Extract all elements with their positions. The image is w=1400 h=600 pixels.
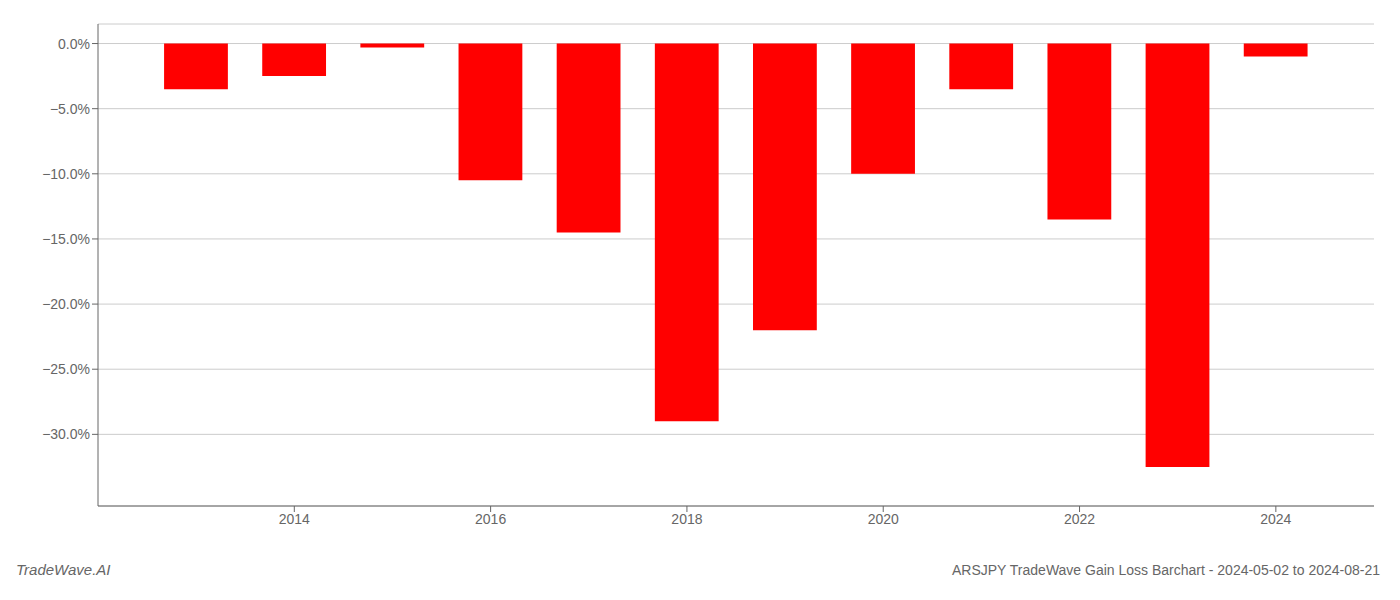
svg-text:−20.0%: −20.0% (42, 296, 90, 312)
svg-text:2024: 2024 (1260, 511, 1291, 527)
svg-text:0.0%: 0.0% (58, 36, 90, 52)
svg-text:2020: 2020 (868, 511, 899, 527)
svg-text:−10.0%: −10.0% (42, 166, 90, 182)
svg-text:−15.0%: −15.0% (42, 231, 90, 247)
svg-text:−5.0%: −5.0% (50, 101, 90, 117)
html-text:TradeWave.AI: TradeWave.AI (16, 561, 111, 578)
svg-text:−25.0%: −25.0% (42, 361, 90, 377)
svg-text:2014: 2014 (279, 511, 310, 527)
html-text:ARSJPY TradeWave Gain Loss Bar: ARSJPY TradeWave Gain Loss Barchart - 20… (952, 562, 1380, 578)
svg-text:2022: 2022 (1064, 511, 1095, 527)
svg-text:−30.0%: −30.0% (42, 426, 90, 442)
svg-text:2018: 2018 (671, 511, 702, 527)
svg-text:2016: 2016 (475, 511, 506, 527)
